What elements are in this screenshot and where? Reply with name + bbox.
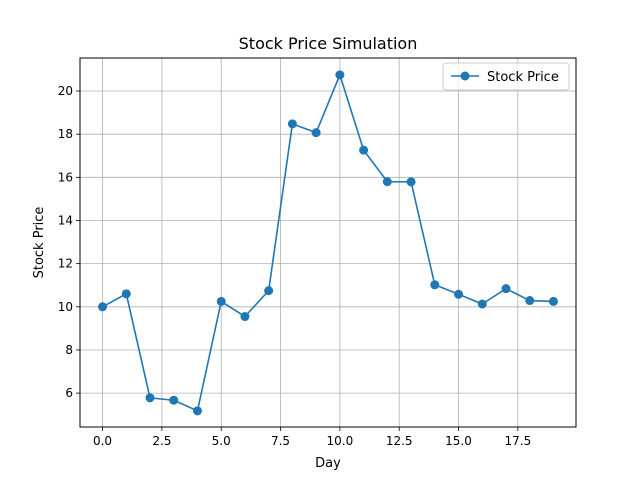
legend-marker-swatch xyxy=(460,71,470,81)
y-axis-ticks: 6 8 10 12 14 16 18 20 xyxy=(58,84,80,400)
y-tick-label: 14 xyxy=(58,213,73,227)
x-tick-label: 5.0 xyxy=(212,434,231,448)
y-tick-label: 12 xyxy=(58,257,73,271)
data-point xyxy=(240,312,250,322)
data-point xyxy=(287,119,297,129)
data-point xyxy=(264,286,274,296)
data-point xyxy=(98,302,108,312)
data-point xyxy=(406,177,416,187)
x-tick-label: 12.5 xyxy=(386,434,413,448)
y-tick-label: 8 xyxy=(65,343,73,357)
data-point xyxy=(454,289,464,299)
data-point xyxy=(501,284,511,294)
data-point xyxy=(169,395,179,405)
data-point xyxy=(145,393,155,403)
data-point xyxy=(525,296,535,306)
data-point xyxy=(548,296,558,306)
x-tick-label: 17.5 xyxy=(504,434,531,448)
data-point xyxy=(311,128,321,138)
x-tick-label: 7.5 xyxy=(271,434,290,448)
y-tick-label: 20 xyxy=(58,84,73,98)
y-tick-label: 10 xyxy=(58,300,73,314)
y-tick-label: 16 xyxy=(58,170,73,184)
series-layer xyxy=(98,70,558,416)
legend-box xyxy=(442,62,570,91)
data-point xyxy=(216,296,226,306)
y-tick-label: 18 xyxy=(58,127,73,141)
y-axis-label: Stock Price xyxy=(32,207,47,279)
data-point xyxy=(359,145,369,155)
data-point xyxy=(335,70,345,80)
legend: Stock Price xyxy=(442,62,570,91)
data-point xyxy=(121,289,131,299)
x-tick-label: 15.0 xyxy=(445,434,472,448)
data-point xyxy=(477,299,487,309)
legend-label-stock-price: Stock Price xyxy=(487,70,559,85)
x-tick-label: 2.5 xyxy=(152,434,171,448)
data-point xyxy=(192,406,202,416)
chart-title: Stock Price Simulation xyxy=(239,34,418,53)
plot-frame xyxy=(79,57,577,428)
grid-lines xyxy=(80,58,576,427)
x-axis-ticks: 0.0 2.5 5.0 7.5 10.0 12.5 15.0 17.5 xyxy=(93,427,531,448)
y-tick-label: 6 xyxy=(65,386,73,400)
x-tick-label: 10.0 xyxy=(327,434,354,448)
x-tick-label: 0.0 xyxy=(93,434,112,448)
data-point xyxy=(382,177,392,187)
x-axis-label: Day xyxy=(315,456,341,471)
data-point xyxy=(430,280,440,290)
